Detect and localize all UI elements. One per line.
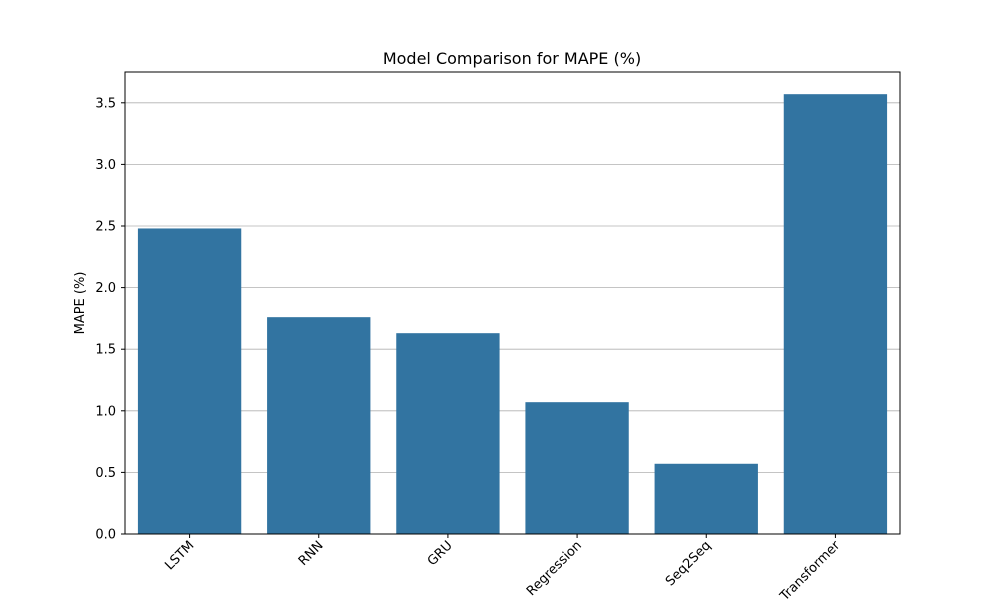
x-axis: LSTM RNN GRU Regression Seq2Seq Transformer bbox=[162, 534, 844, 600]
grid-lines bbox=[125, 102, 900, 535]
bar-regression bbox=[525, 402, 629, 534]
x-tick-label: Regression bbox=[524, 538, 585, 599]
bar-seq2seq bbox=[654, 463, 758, 534]
y-tick-label: 0.5 bbox=[95, 466, 116, 481]
x-tick-label: Seq2Seq bbox=[663, 538, 714, 589]
bar-transformer bbox=[783, 94, 888, 535]
y-tick-label: 3.5 bbox=[95, 96, 116, 111]
bar-lstm bbox=[137, 228, 242, 535]
bar-gru bbox=[396, 333, 500, 534]
y-tick-label: 1.0 bbox=[95, 404, 116, 419]
y-tick-label: 2.5 bbox=[95, 220, 116, 235]
y-tick-label: 1.5 bbox=[95, 343, 116, 358]
plot-frame bbox=[124, 71, 901, 535]
y-tick-label: 0.0 bbox=[95, 528, 116, 543]
y-axis-label: MAPE (%) bbox=[73, 272, 88, 335]
bar-rnn bbox=[267, 317, 371, 534]
x-tick-label: GRU bbox=[425, 538, 456, 569]
bars bbox=[137, 94, 888, 535]
x-tick-label: LSTM bbox=[162, 538, 197, 573]
chart-title: Model Comparison for MAPE (%) bbox=[383, 49, 641, 68]
y-tick-label: 3.0 bbox=[95, 158, 116, 173]
x-tick-label: Transformer bbox=[777, 538, 844, 600]
y-tick-label: 2.0 bbox=[95, 281, 116, 296]
x-tick-label: RNN bbox=[296, 538, 327, 569]
y-axis: 0.0 0.5 1.0 1.5 2.0 2.5 3.0 3.5 bbox=[95, 96, 125, 543]
